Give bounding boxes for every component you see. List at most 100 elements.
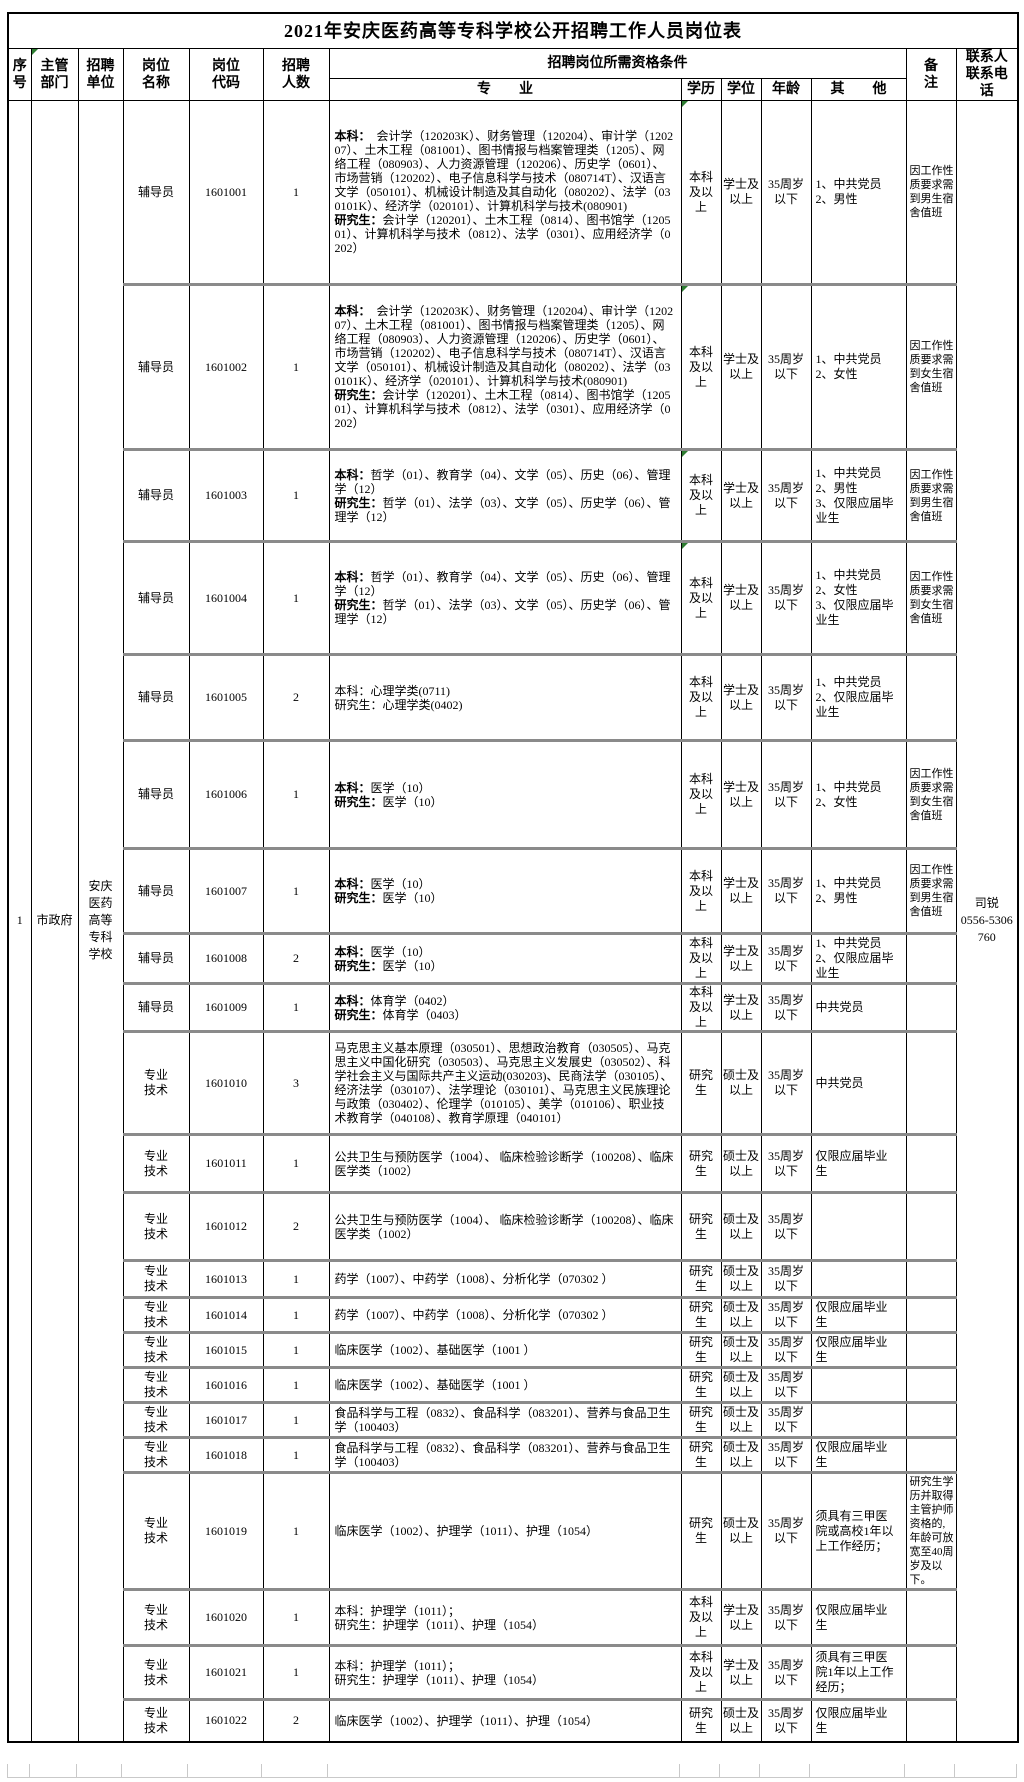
table-row: 1 市政府 安庆 医药 高等 专科 学校 辅导员 1601001 1 本科： 会计学（120…	[7, 100, 1019, 1742]
cell-major: 临床医学（1002）、基础医学（1001 ）	[328, 1331, 682, 1368]
cell-age: 35周岁以下	[760, 540, 812, 655]
cell-age: 35周岁以下	[760, 1296, 812, 1333]
cell-remark	[905, 1191, 957, 1261]
cell-remark: 因工作性质要求需到女生宿舍值班	[905, 540, 957, 655]
cell-education: 本科及以上	[680, 283, 722, 450]
partial-cell	[77, 1764, 122, 1778]
cell-position: 辅导员	[122, 982, 190, 1032]
cell-other	[810, 1191, 907, 1261]
col-header-education: 学历	[680, 78, 722, 101]
cell-major: 食品科学与工程（0832）、食品科学（083201）、营养与食品卫生学（1004…	[328, 1436, 682, 1473]
cell-count: 1	[262, 1296, 330, 1333]
cell-position: 专业 技术	[122, 1644, 190, 1700]
cell-code: 1601010	[188, 1030, 264, 1135]
cell-count: 2	[262, 1191, 330, 1261]
cell-major: 本科：医学（10） 研究生：医学（10）	[328, 932, 682, 984]
cell-age: 35周岁以下	[760, 1401, 812, 1438]
table-row: 专业 技术 1601013 1 药学（1007）、中药学（1008）、分析化学（070…	[8, 1259, 1018, 1298]
cell-major: 临床医学（1002）、护理学（1011）、护理（1054）	[328, 1698, 682, 1742]
cell-position: 专业 技术	[122, 1366, 190, 1403]
cell-count: 1	[262, 448, 330, 542]
cell-major: 药学（1007）、中药学（1008）、分析化学（070302 ）	[328, 1296, 682, 1333]
table-row: 专业 技术 1601010 3 马克思主义基本原理（030501）、思想政治教育（03…	[8, 1030, 1018, 1135]
cell-age: 35周岁以下	[760, 1366, 812, 1403]
cell-degree: 硕士及以上	[720, 1331, 762, 1368]
cell-degree: 硕士及以上	[720, 1296, 762, 1333]
cell-major: 公共卫生与预防医学（1004）、 临床检验诊断学（100208）、临床医学类（1…	[328, 1133, 682, 1193]
cell-remark	[905, 1296, 957, 1333]
cell-code: 1601020	[188, 1588, 264, 1646]
cell-code: 1601021	[188, 1644, 264, 1700]
cell-other: 仅限应届毕业生	[810, 1331, 907, 1368]
partial-cell	[188, 1764, 262, 1778]
cell-code: 1601022	[188, 1698, 264, 1742]
page-title: 2021年安庆医药高等专科学校公开招聘工作人员岗位表	[7, 12, 1019, 49]
cell-age: 35周岁以下	[760, 1471, 812, 1590]
table-row: 辅导员 1601009 1 本科：体育学（0402） 研究生：体育学（0403） 本科及以…	[8, 982, 1018, 1032]
cell-position: 专业 技术	[122, 1191, 190, 1261]
partial-cell	[262, 1764, 328, 1778]
partial-empty-row	[7, 1764, 1017, 1778]
cell-degree: 硕士及以上	[720, 1133, 762, 1193]
cell-remark	[905, 1366, 957, 1403]
cell-age: 35周岁以下	[760, 448, 812, 542]
cell-age: 35周岁以下	[760, 1259, 812, 1298]
cell-code: 1601017	[188, 1401, 264, 1438]
cell-remark	[905, 1436, 957, 1473]
cell-remark: 因工作性质要求需到女生宿舍值班	[905, 739, 957, 849]
col-header-serial: 序 号	[7, 48, 32, 101]
cell-education: 研究生	[680, 1698, 722, 1742]
cell-education: 研究生	[680, 1471, 722, 1590]
cell-education: 本科及以上	[680, 540, 722, 655]
cell-position: 辅导员	[122, 283, 190, 450]
cell-remark: 因工作性质要求需到男生宿舍值班	[905, 448, 957, 542]
cell-other: 仅限应届毕业生	[810, 1296, 907, 1333]
table-row: 辅导员 1601005 2 本科：心理学类(0711) 研究生：心理学类(0402) 本…	[8, 653, 1018, 741]
cell-education: 研究生	[680, 1436, 722, 1473]
cell-count: 1	[262, 1471, 330, 1590]
cell-major: 马克思主义基本原理（030501）、思想政治教育（030505）、马克思主义中国…	[328, 1030, 682, 1135]
cell-degree: 硕士及以上	[720, 1030, 762, 1135]
cell-position: 专业 技术	[122, 1698, 190, 1742]
cell-education: 本科及以上	[680, 982, 722, 1032]
cell-code: 1601019	[188, 1471, 264, 1590]
cell-major: 本科：哲学（01）、教育学（04）、文学（05）、历史（06）、管理学（12）研…	[328, 540, 682, 655]
cell-position: 辅导员	[122, 653, 190, 741]
table-row: 专业 技术 1601019 1 临床医学（1002）、护理学（1011）、护理（105…	[8, 1471, 1018, 1590]
cell-code: 1601002	[188, 283, 264, 450]
cell-degree: 硕士及以上	[720, 1401, 762, 1438]
cell-code: 1601018	[188, 1436, 264, 1473]
partial-cell	[30, 1764, 77, 1778]
cell-other	[810, 1401, 907, 1438]
cell-count: 1	[262, 1436, 330, 1473]
cell-age: 35周岁以下	[760, 1436, 812, 1473]
cell-education: 研究生	[680, 1133, 722, 1193]
table-row: 专业 技术 1601017 1 食品科学与工程（0832）、食品科学（083201）、…	[8, 1401, 1018, 1438]
cell-count: 1	[262, 283, 330, 450]
col-header-count: 招聘 人数	[262, 48, 330, 101]
cell-count: 1	[262, 1366, 330, 1403]
cell-degree: 硕士及以上	[720, 1259, 762, 1298]
cell-major: 临床医学（1002）、基础医学（1001 ）	[328, 1366, 682, 1403]
cell-position: 专业 技术	[122, 1588, 190, 1646]
cell-position: 专业 技术	[122, 1471, 190, 1590]
cell-age: 35周岁以下	[760, 1644, 812, 1700]
cell-position: 专业 技术	[122, 1401, 190, 1438]
table-header: 2021年安庆医药高等专科学校公开招聘工作人员岗位表 序 号 主管 部门 招聘 …	[7, 12, 1019, 101]
cell-degree: 硕士及以上	[720, 1191, 762, 1261]
col-header-position-name: 岗位 名称	[122, 48, 190, 101]
cell-code: 1601013	[188, 1259, 264, 1298]
cell-other: 1、中共党员 2、女性	[810, 739, 907, 849]
cell-education: 本科及以上	[680, 739, 722, 849]
cell-code: 1601006	[188, 739, 264, 849]
cell-degree: 硕士及以上	[720, 1366, 762, 1403]
partial-cell	[720, 1764, 760, 1778]
cell-remark	[905, 1259, 957, 1298]
cell-age: 35周岁以下	[760, 100, 812, 285]
partial-cell	[905, 1764, 955, 1778]
table-row: 辅导员 1601003 1 本科：哲学（01）、教育学（04）、文学（05）、历史（0…	[8, 448, 1018, 542]
col-header-degree: 学位	[720, 78, 762, 101]
cell-count: 1	[262, 739, 330, 849]
cell-major: 本科：哲学（01）、教育学（04）、文学（05）、历史（06）、管理学（12）研…	[328, 448, 682, 542]
